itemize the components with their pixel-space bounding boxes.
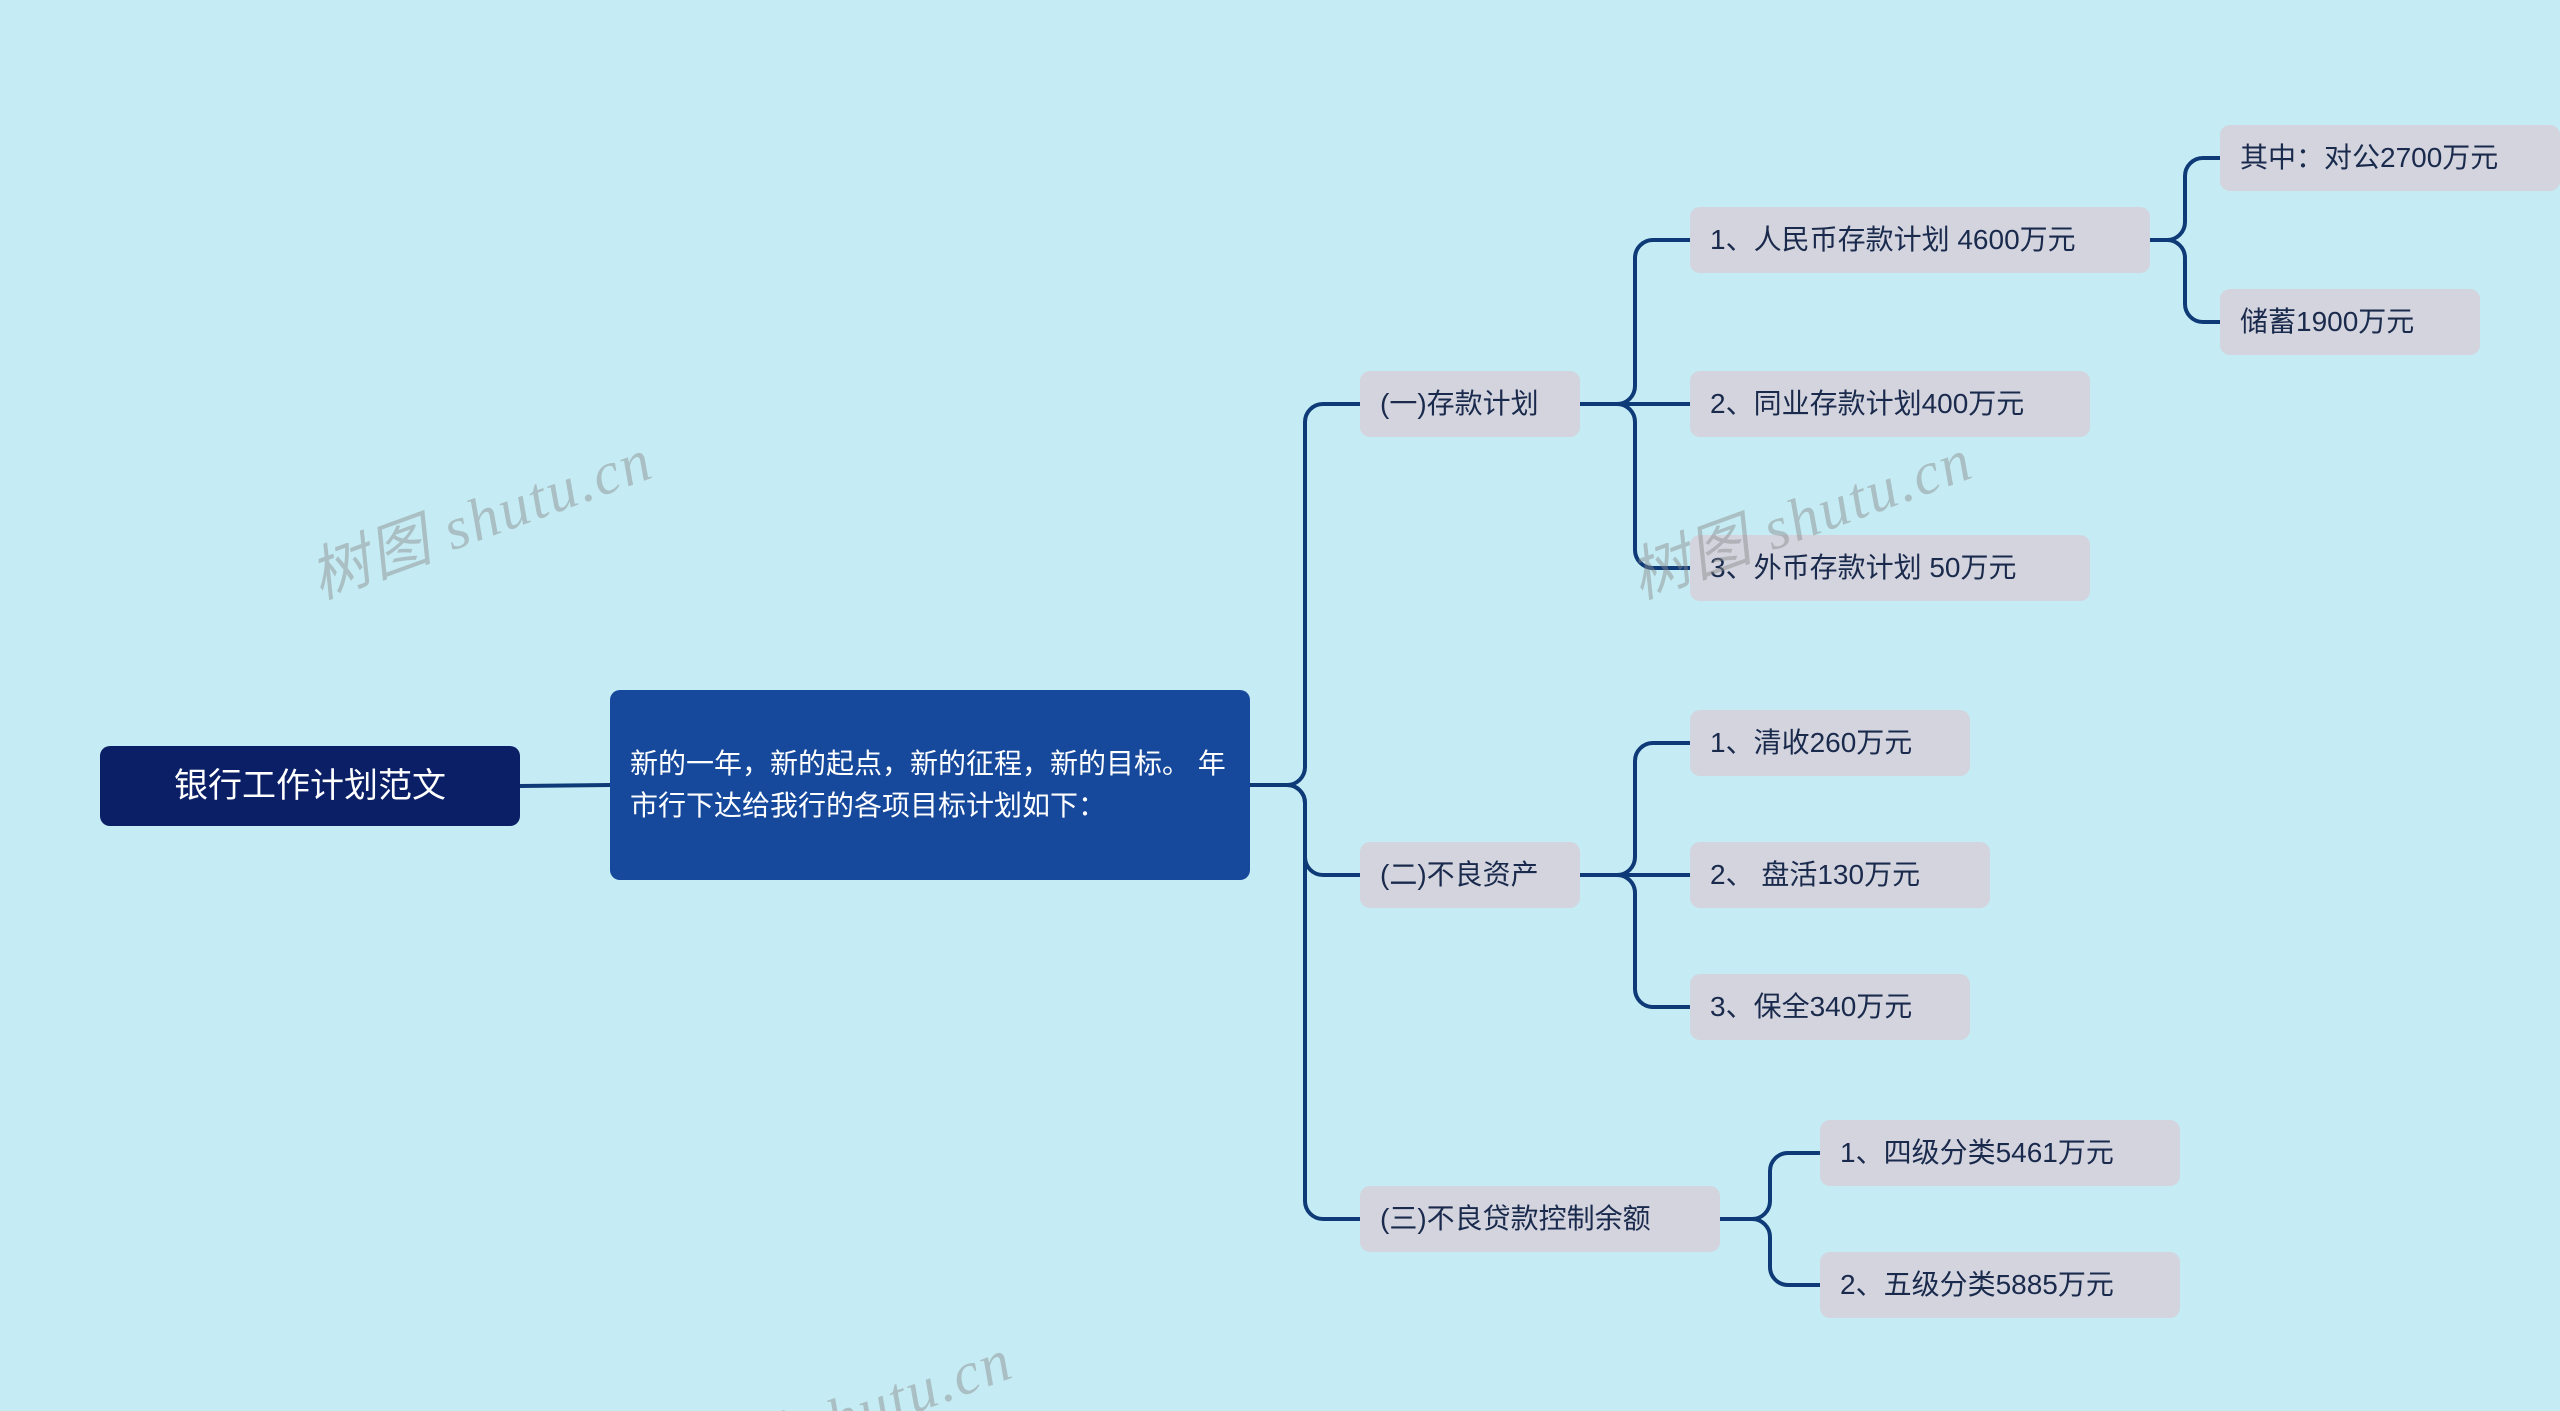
edge-s2-s2a (1580, 743, 1690, 875)
edge-s1-s1a (1580, 240, 1690, 404)
node-s3: (三)不良贷款控制余额 (1360, 1186, 1720, 1252)
node-s3a: 1、四级分类5461万元 (1820, 1120, 2180, 1186)
node-intro: 新的一年，新的起点，新的征程，新的目标。 年市行下达给我行的各项目标计划如下： (610, 690, 1250, 880)
edge-intro-s3 (1250, 785, 1360, 1219)
node-s2a: 1、清收260万元 (1690, 710, 1970, 776)
watermark-2: 树图 shutu.cn (656, 1311, 1023, 1411)
node-s1: (一)存款计划 (1360, 371, 1580, 437)
mindmap-edges (0, 0, 2560, 1411)
edge-s2-s2c (1580, 875, 1690, 1007)
node-s2c: 3、保全340万元 (1690, 974, 1970, 1040)
node-s1a1: 其中：对公2700万元 (2220, 125, 2560, 191)
edge-s1a-s1a1 (2150, 158, 2220, 240)
node-root: 银行工作计划范文 (100, 746, 520, 826)
node-s1a2: 储蓄1900万元 (2220, 289, 2480, 355)
edge-s1-s1c (1580, 404, 1690, 568)
node-s2b: 2、 盘活130万元 (1690, 842, 1990, 908)
node-s1a: 1、人民币存款计划 4600万元 (1690, 207, 2150, 273)
edge-intro-s1 (1250, 404, 1360, 785)
watermark-0: 树图 shutu.cn (296, 411, 663, 615)
edge-root-intro (520, 785, 610, 786)
node-s2: (二)不良资产 (1360, 842, 1580, 908)
node-s1c: 3、外币存款计划 50万元 (1690, 535, 2090, 601)
edge-s1a-s1a2 (2150, 240, 2220, 322)
node-s3b: 2、五级分类5885万元 (1820, 1252, 2180, 1318)
node-s1b: 2、同业存款计划400万元 (1690, 371, 2090, 437)
edge-intro-s2 (1250, 785, 1360, 875)
edge-s3-s3b (1720, 1219, 1820, 1285)
edge-s3-s3a (1720, 1153, 1820, 1219)
